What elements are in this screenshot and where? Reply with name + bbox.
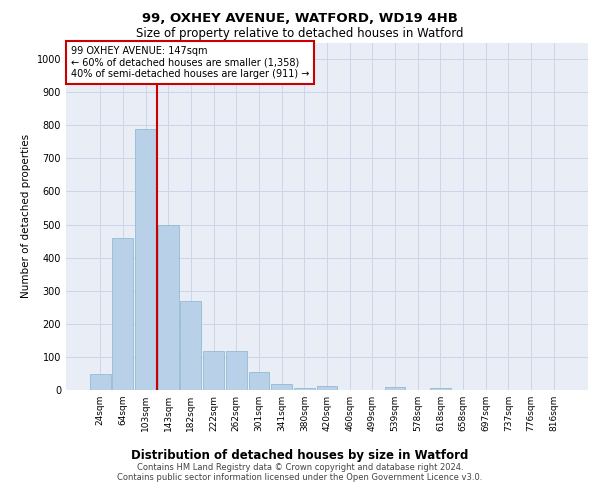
Bar [112, 238, 133, 390]
Bar [294, 388, 315, 390]
Text: Contains public sector information licensed under the Open Government Licence v3: Contains public sector information licen… [118, 474, 482, 482]
Bar [430, 388, 451, 390]
Bar [226, 351, 247, 390]
Text: Distribution of detached houses by size in Watford: Distribution of detached houses by size … [131, 450, 469, 462]
Text: Size of property relative to detached houses in Watford: Size of property relative to detached ho… [136, 28, 464, 40]
Bar [158, 224, 179, 390]
Y-axis label: Number of detached properties: Number of detached properties [21, 134, 31, 298]
Text: 99, OXHEY AVENUE, WATFORD, WD19 4HB: 99, OXHEY AVENUE, WATFORD, WD19 4HB [142, 12, 458, 26]
Bar [90, 374, 110, 390]
Bar [248, 372, 269, 390]
Bar [317, 386, 337, 390]
Bar [135, 128, 156, 390]
Bar [181, 300, 202, 390]
Bar [385, 388, 406, 390]
Bar [271, 384, 292, 390]
Bar [203, 351, 224, 390]
Text: Contains HM Land Registry data © Crown copyright and database right 2024.: Contains HM Land Registry data © Crown c… [137, 464, 463, 472]
Text: 99 OXHEY AVENUE: 147sqm
← 60% of detached houses are smaller (1,358)
40% of semi: 99 OXHEY AVENUE: 147sqm ← 60% of detache… [71, 46, 310, 79]
